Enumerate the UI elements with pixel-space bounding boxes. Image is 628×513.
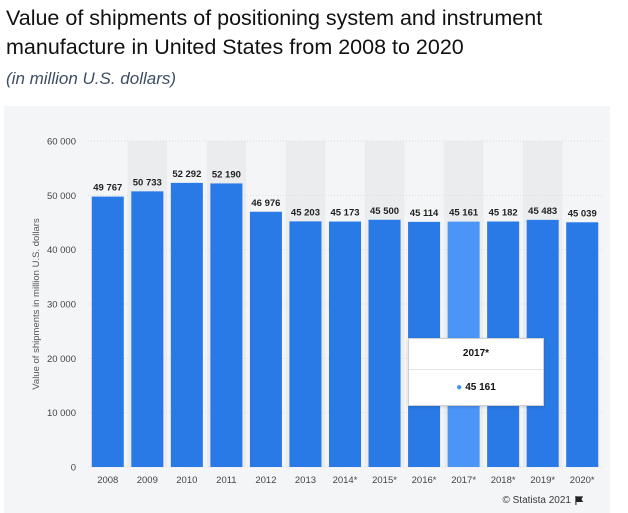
y-tick-label: 50 000 bbox=[47, 191, 76, 202]
y-tick-label: 10 000 bbox=[47, 408, 76, 419]
x-tick-label: 2013 bbox=[295, 475, 316, 486]
bar bbox=[368, 219, 401, 467]
credit-text: © Statista 2021 bbox=[502, 495, 571, 506]
bar-value-label: 46 976 bbox=[251, 198, 280, 209]
bar-value-label: 45 173 bbox=[330, 208, 359, 219]
x-tick-label: 2019* bbox=[530, 475, 555, 486]
statista-credit[interactable]: © Statista 2021 bbox=[502, 495, 584, 506]
bar bbox=[170, 182, 203, 467]
bar-value-label: 49 767 bbox=[93, 183, 122, 194]
chart-subtitle: (in million U.S. dollars) bbox=[6, 69, 177, 88]
x-tick-label: 2011 bbox=[216, 475, 236, 486]
bar bbox=[289, 221, 322, 467]
bar-value-label: 50 733 bbox=[133, 177, 162, 188]
bar-value-label: 45 203 bbox=[291, 207, 320, 218]
tooltip-value: 45 161 bbox=[465, 382, 496, 393]
y-tick-label: 20 000 bbox=[47, 354, 76, 365]
y-axis-label: Value of shipments in million U.S. dolla… bbox=[31, 218, 42, 390]
bar-value-label: 52 190 bbox=[212, 169, 241, 180]
x-tick-label: 2015* bbox=[372, 475, 397, 486]
x-tick-label: 2012 bbox=[255, 475, 276, 486]
x-tick-label: 2020* bbox=[570, 475, 595, 486]
x-tick-label: 2016* bbox=[412, 475, 437, 486]
bar bbox=[210, 183, 243, 467]
x-tick-label: 2010 bbox=[176, 475, 197, 486]
bar-value-label: 45 483 bbox=[528, 206, 557, 217]
chart-panel: 0 10 000 20 000 30 000 40 000 50 000 60 000 Val… bbox=[4, 106, 610, 513]
bar bbox=[131, 191, 164, 467]
y-tick-label: 60 000 bbox=[47, 137, 76, 148]
bar-value-label: 45 182 bbox=[489, 208, 518, 219]
bar-value-label: 45 500 bbox=[370, 206, 399, 217]
bar-value-label: 52 292 bbox=[172, 169, 201, 180]
tooltip-label: 2017* bbox=[409, 339, 543, 370]
y-tick-label: 0 bbox=[71, 463, 76, 474]
y-tick-label: 40 000 bbox=[47, 245, 76, 256]
x-tick-label: 2009 bbox=[137, 475, 158, 486]
y-tick-label: 30 000 bbox=[47, 300, 76, 311]
bar bbox=[91, 196, 124, 467]
x-tick-label: 2017* bbox=[451, 475, 476, 486]
bar-tooltip: 2017* ● 45 161 bbox=[408, 338, 544, 406]
bar-value-label: 45 114 bbox=[410, 208, 439, 219]
x-tick-label: 2008 bbox=[97, 475, 118, 486]
bar bbox=[249, 211, 282, 467]
bar-value-label: 45 161 bbox=[449, 208, 479, 219]
tooltip-series-dot-icon: ● bbox=[456, 382, 463, 393]
bar-value-label: 45 039 bbox=[568, 208, 597, 219]
chart-title: Value of shipments of positioning system… bbox=[6, 6, 543, 59]
x-tick-label: 2014* bbox=[333, 475, 358, 486]
bar bbox=[566, 222, 599, 467]
tooltip-value-row: ● 45 161 bbox=[409, 370, 543, 405]
bar bbox=[328, 221, 362, 467]
bar-chart: 0 10 000 20 000 30 000 40 000 50 000 60 000 Val… bbox=[31, 137, 602, 486]
flag-icon[interactable] bbox=[575, 496, 584, 505]
x-tick-label: 2018* bbox=[491, 475, 516, 486]
